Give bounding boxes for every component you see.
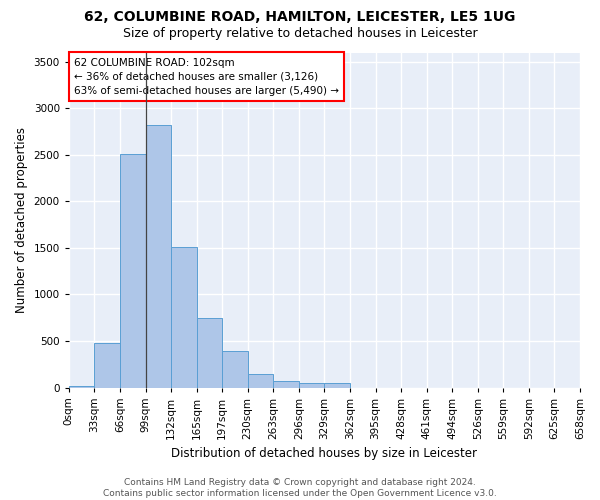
Text: 62 COLUMBINE ROAD: 102sqm
← 36% of detached houses are smaller (3,126)
63% of se: 62 COLUMBINE ROAD: 102sqm ← 36% of detac… bbox=[74, 58, 339, 96]
Bar bbox=[94, 343, 120, 388]
Bar bbox=[171, 247, 197, 388]
Y-axis label: Number of detached properties: Number of detached properties bbox=[15, 127, 28, 313]
Bar bbox=[273, 381, 299, 388]
Bar bbox=[120, 154, 146, 388]
Bar bbox=[325, 383, 350, 388]
Text: Contains HM Land Registry data © Crown copyright and database right 2024.
Contai: Contains HM Land Registry data © Crown c… bbox=[103, 478, 497, 498]
Text: Size of property relative to detached houses in Leicester: Size of property relative to detached ho… bbox=[122, 28, 478, 40]
Text: 62, COLUMBINE ROAD, HAMILTON, LEICESTER, LE5 1UG: 62, COLUMBINE ROAD, HAMILTON, LEICESTER,… bbox=[85, 10, 515, 24]
Bar bbox=[146, 125, 171, 388]
Bar bbox=[69, 386, 94, 388]
Bar bbox=[299, 383, 325, 388]
X-axis label: Distribution of detached houses by size in Leicester: Distribution of detached houses by size … bbox=[172, 447, 478, 460]
Bar bbox=[197, 318, 222, 388]
Bar bbox=[222, 351, 248, 388]
Bar bbox=[248, 374, 273, 388]
